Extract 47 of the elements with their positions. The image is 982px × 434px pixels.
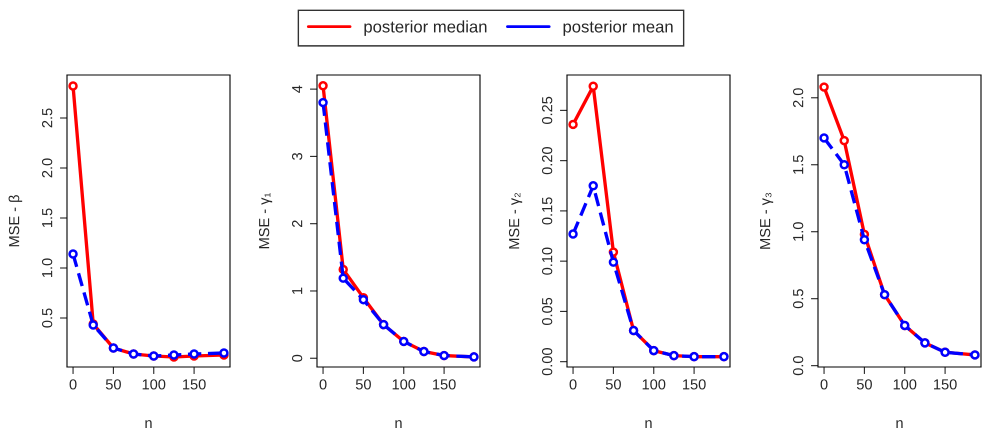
y-tick-label: 1.0 xyxy=(42,258,52,278)
y-tick-label: 2.0 xyxy=(792,88,804,108)
y-axis-title: MSE - γ₁ xyxy=(258,192,272,248)
y-tick-label: 2.0 xyxy=(42,158,52,178)
y-tick-label: 0.20 xyxy=(542,147,552,174)
y-tick-label: 1.5 xyxy=(793,155,804,174)
y-axis-title: MSE - β xyxy=(8,195,22,246)
y-tick-label: 0.10 xyxy=(542,248,552,275)
y-tick-label: 1.5 xyxy=(42,208,52,228)
x-axis-title: n xyxy=(395,420,402,428)
x-tick-label: 150 xyxy=(183,379,206,390)
x-axis-title: n xyxy=(645,420,652,428)
x-tick-label: 0 xyxy=(70,379,77,390)
y-tick-label: 0.25 xyxy=(542,96,552,124)
x-tick-label: 100 xyxy=(392,379,416,390)
y-axis-title: MSE - γ₂ xyxy=(508,192,522,249)
x-axis-title: n xyxy=(896,420,903,428)
x-tick-label: 50 xyxy=(606,379,621,390)
x-tick-label: 150 xyxy=(934,379,957,390)
legend-label: posterior median xyxy=(364,20,486,36)
x-tick-label: 100 xyxy=(894,379,916,390)
x-tick-label: 0 xyxy=(320,379,327,390)
y-tick-label: 0.5 xyxy=(42,308,52,328)
x-tick-label: 0 xyxy=(820,379,828,390)
y-tick-label: 0.00 xyxy=(542,348,552,376)
legend-label: posterior mean xyxy=(564,20,673,36)
x-tick-label: 150 xyxy=(683,379,706,390)
y-tick-label: 1.0 xyxy=(792,222,804,241)
x-axis-title: n xyxy=(145,420,152,428)
y-tick-label: 0.05 xyxy=(542,298,552,326)
y-tick-label: 0.5 xyxy=(792,289,804,308)
y-tick-label: 4 xyxy=(292,86,302,93)
x-tick-label: 150 xyxy=(433,379,456,390)
y-tick-label: 0.0 xyxy=(792,356,804,376)
x-tick-label: 100 xyxy=(142,379,166,390)
y-axis-title: MSE - γ₃ xyxy=(760,192,774,249)
x-tick-label: 100 xyxy=(642,379,666,390)
y-tick-label: 0.15 xyxy=(542,197,552,225)
x-tick-label: 50 xyxy=(356,379,371,390)
y-tick-label: 2 xyxy=(292,220,302,228)
x-tick-label: 50 xyxy=(856,379,872,390)
x-tick-label: 50 xyxy=(106,379,121,390)
x-tick-label: 0 xyxy=(570,379,577,390)
y-tick-label: 2.5 xyxy=(42,108,52,128)
y-tick-label: 0 xyxy=(292,354,302,362)
y-tick-label: 3 xyxy=(292,152,302,160)
y-tick-label: 1 xyxy=(292,288,302,294)
